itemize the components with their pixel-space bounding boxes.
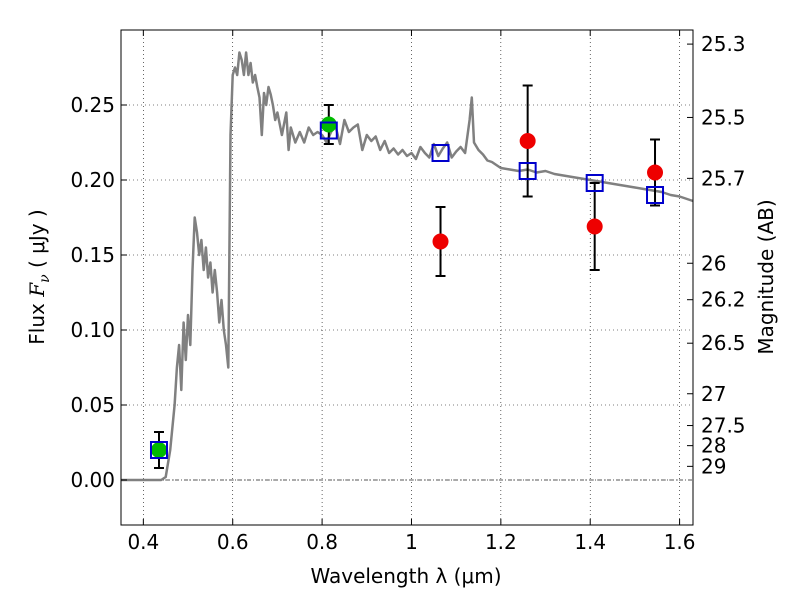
y-axis-label-symbol: F (25, 282, 49, 298)
y-tick-label: 0.20 (70, 168, 115, 192)
observed-optical-point (150, 442, 167, 458)
y-axis-label: Flux Fν ( μJy ) (25, 209, 53, 344)
magnitude-tick-label: 25.7 (701, 166, 746, 190)
x-tick-label: 0.8 (306, 530, 338, 554)
model-photometry-square (646, 186, 665, 204)
y-tick-label: 0.00 (70, 468, 115, 492)
magnitude-tick-label: 29 (701, 454, 726, 478)
observed-nir-point (647, 164, 664, 181)
x-tick-label: 0.4 (127, 530, 159, 554)
y-tick-label: 0.10 (70, 318, 115, 342)
magnitude-axis-label: Magnitude (AB) (754, 199, 778, 354)
magnitude-tick-label: 25.5 (701, 105, 746, 129)
magnitude-tick-label: 26.5 (701, 331, 746, 355)
model-photometry-square (518, 162, 537, 180)
y-tick-label: 0.25 (70, 93, 115, 117)
magnitude-tick-label: 26.2 (701, 288, 746, 312)
observed-nir-point (519, 133, 536, 149)
y-axis-ticks: 0.00 0.05 0.10 0.15 0.20 0.25 (70, 93, 127, 492)
model-photometry-square (149, 441, 168, 459)
model-photometry-square (431, 144, 450, 162)
x-tick-label: 1.4 (574, 530, 606, 554)
y-axis-label-prefix: Flux (25, 297, 49, 345)
x-tick-label: 1 (405, 530, 418, 554)
magnitude-tick-label: 26 (701, 251, 726, 275)
y-axis-label-unit: ( μJy ) (25, 209, 49, 274)
x-tick-label: 1.2 (485, 530, 517, 554)
model-photometry-square (585, 174, 604, 192)
observed-nir-point (432, 233, 449, 250)
plot-area (121, 51, 694, 482)
x-tick-label: 0.6 (217, 530, 249, 554)
sed-model-curve (121, 51, 694, 482)
x-axis-ticks: 0.4 0.6 0.8 1 1.2 1.4 1.6 (127, 30, 696, 554)
grid-lines (121, 30, 693, 525)
magnitude-tick-label: 28 (701, 434, 726, 458)
plot-frame (120, 29, 694, 526)
magnitude-tick-label: 25.3 (701, 32, 746, 56)
y-tick-label: 0.15 (70, 243, 115, 267)
magnitude-tick-label: 27.5 (701, 414, 746, 438)
observed-optical-point (320, 116, 337, 133)
magnitude-tick-label: 27 (701, 382, 726, 406)
x-axis-label: Wavelength λ (μm) (310, 564, 501, 588)
observed-nir-point (586, 218, 603, 235)
y-axis-label-subscript: ν (37, 274, 53, 283)
model-photometry-square (319, 121, 338, 140)
y-tick-label: 0.05 (70, 393, 115, 417)
x-tick-label: 1.6 (664, 530, 696, 554)
